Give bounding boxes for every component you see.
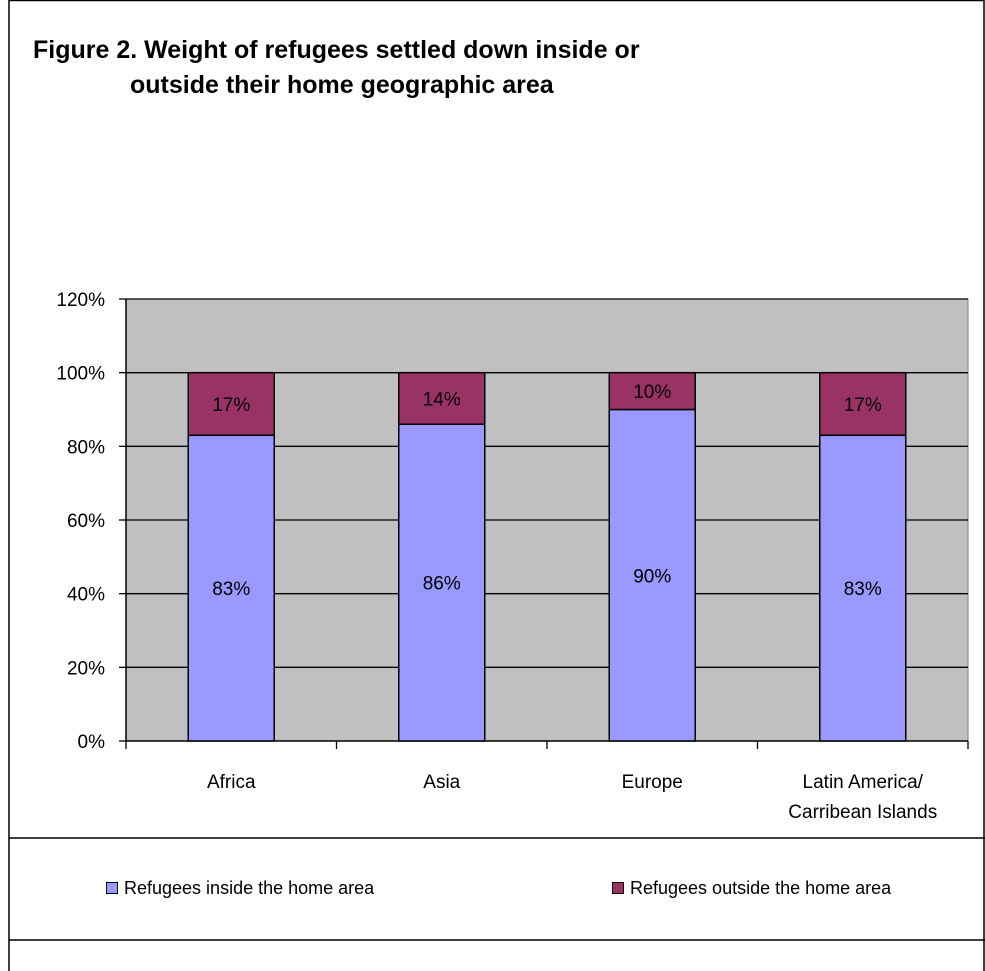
chart-title: Figure 2. Weight of refugees settled dow… bbox=[33, 33, 640, 103]
bar-segment-inside bbox=[187, 434, 275, 742]
legend-item-inside: Refugees inside the home area bbox=[106, 877, 374, 899]
data-label: 14% bbox=[423, 389, 461, 410]
data-label: 10% bbox=[633, 382, 671, 403]
x-tick-label: Latin America/ bbox=[803, 772, 924, 793]
legend-swatch-inside bbox=[106, 882, 118, 894]
x-tick-label: Asia bbox=[423, 772, 460, 793]
legend-swatch-outside bbox=[612, 882, 624, 894]
bar-segment-outside bbox=[398, 371, 486, 425]
x-tick-label: Africa bbox=[207, 772, 256, 793]
bar-segment-outside bbox=[608, 371, 696, 411]
bar-segment-outside bbox=[819, 371, 907, 437]
y-tick-label: 20% bbox=[67, 658, 105, 679]
bar-segment-inside bbox=[819, 434, 907, 742]
y-tick-label: 120% bbox=[56, 290, 105, 311]
legend-label-outside: Refugees outside the home area bbox=[630, 877, 892, 898]
data-label: 17% bbox=[844, 395, 882, 416]
bar-segment-inside bbox=[608, 408, 696, 742]
data-label: 90% bbox=[633, 566, 671, 587]
y-tick-label: 80% bbox=[67, 437, 105, 458]
data-label: 86% bbox=[423, 574, 461, 595]
y-tick-label: 100% bbox=[56, 364, 105, 385]
bar-segment-inside bbox=[398, 423, 486, 742]
chart-title-line-1: Figure 2. Weight of refugees settled dow… bbox=[33, 36, 640, 64]
bar-segment-outside bbox=[187, 371, 275, 437]
data-label: 17% bbox=[212, 395, 250, 416]
legend-label-inside: Refugees inside the home area bbox=[124, 877, 375, 898]
x-tick-label: Europe bbox=[622, 772, 683, 793]
legend-item-outside: Refugees outside the home area bbox=[612, 877, 891, 899]
data-label: 83% bbox=[212, 579, 250, 600]
y-tick-label: 40% bbox=[67, 585, 105, 606]
y-tick-label: 0% bbox=[78, 732, 106, 753]
x-tick-label: Carribean Islands bbox=[788, 802, 937, 823]
y-tick-label: 60% bbox=[67, 511, 105, 532]
stacked-bar-chart: 0% 20% 40% 60% 80% 100% 120% 83% 17% Africa 86% 14%… bbox=[56, 290, 969, 823]
data-label: 83% bbox=[844, 579, 882, 600]
chart-title-line-2: outside their home geographic area bbox=[130, 71, 554, 99]
